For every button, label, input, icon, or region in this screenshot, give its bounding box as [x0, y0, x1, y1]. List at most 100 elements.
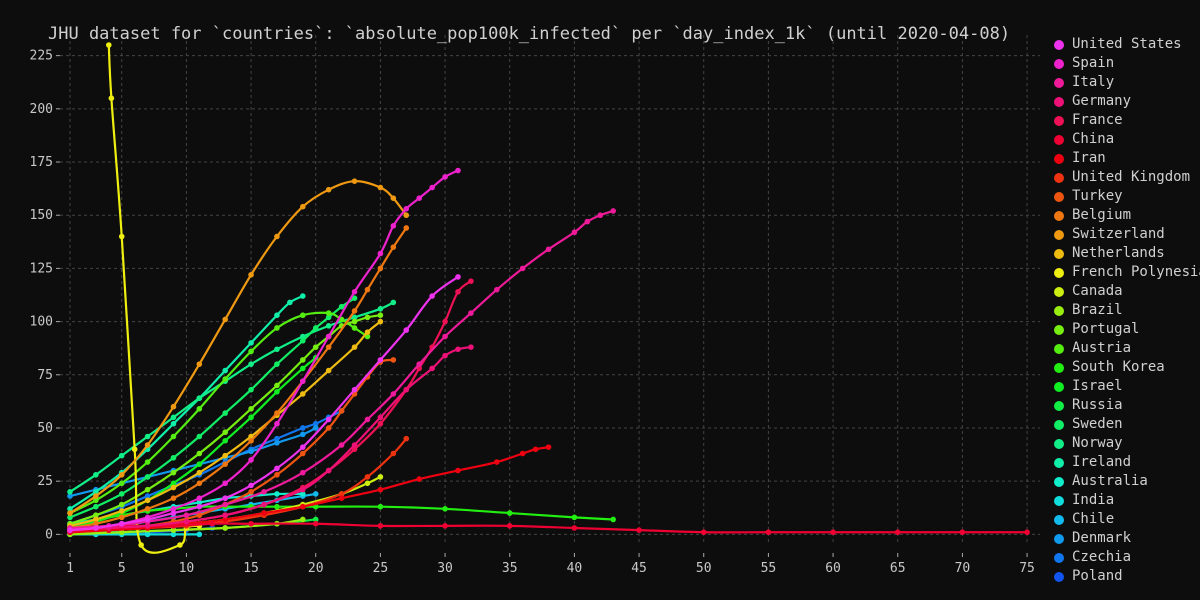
- legend-item-switzerland: Switzerland: [1054, 225, 1200, 244]
- x-tick-label: 40: [567, 561, 583, 576]
- data-point-brazil: [170, 527, 177, 533]
- data-point-austria: [325, 310, 332, 316]
- legend-label: Portugal: [1072, 321, 1140, 337]
- data-point-sweden: [338, 303, 345, 310]
- legend-item-france: France: [1054, 111, 1200, 130]
- data-point-russia: [312, 516, 319, 523]
- data-point-netherlands: [93, 516, 99, 523]
- data-point-australia: [274, 491, 280, 497]
- data-point-united-kingdom: [364, 474, 371, 480]
- data-point-germany: [325, 467, 332, 474]
- data-point-ireland: [274, 312, 280, 319]
- data-point-italy: [571, 229, 578, 236]
- data-point-israel: [300, 365, 306, 372]
- legend-item-south-korea: South Korea: [1054, 358, 1200, 377]
- data-point-south-korea: [571, 514, 578, 521]
- legend-item-sweden: Sweden: [1054, 415, 1200, 434]
- legend-marker-russia: [1054, 400, 1064, 411]
- data-point-china: [765, 529, 772, 536]
- data-point-china: [209, 520, 216, 527]
- data-point-spain: [222, 480, 228, 487]
- x-tick-label: 15: [243, 561, 259, 576]
- series-united-states: [67, 274, 461, 533]
- data-point-turkey: [300, 450, 306, 457]
- legend-label: Australia: [1072, 473, 1148, 489]
- data-point-portugal: [248, 406, 254, 412]
- data-point-china: [830, 529, 836, 536]
- data-point-china: [248, 520, 254, 527]
- data-point-australia: [300, 491, 306, 497]
- x-tick-label: 30: [437, 561, 453, 576]
- data-point-netherlands: [377, 318, 384, 325]
- data-point-south-korea: [274, 503, 280, 510]
- data-point-spain: [300, 378, 306, 384]
- legend-marker-brazil: [1054, 305, 1064, 316]
- data-point-italy: [261, 489, 267, 495]
- data-point-norway: [390, 299, 397, 306]
- legend-item-french-polynesia: French Polynesia: [1054, 263, 1200, 282]
- data-point-norway: [274, 346, 280, 353]
- data-point-united-states: [377, 357, 384, 363]
- legend-marker-denmark: [1054, 533, 1064, 544]
- data-point-spain: [429, 184, 435, 191]
- data-point-portugal: [222, 429, 228, 436]
- data-point-turkey: [274, 471, 280, 478]
- data-point-spain: [390, 223, 397, 229]
- data-point-french-polynesia: [118, 233, 125, 240]
- data-point-iran: [300, 503, 306, 510]
- legend-item-netherlands: Netherlands: [1054, 244, 1200, 263]
- legend-item-chile: Chile: [1054, 510, 1200, 529]
- data-point-czechia: [312, 420, 319, 427]
- data-point-china: [571, 525, 578, 531]
- legend-label: Belgium: [1072, 207, 1132, 223]
- data-point-austria: [222, 376, 228, 382]
- data-point-turkey: [390, 357, 397, 363]
- legend-marker-italy: [1054, 77, 1064, 88]
- legend-item-australia: Australia: [1054, 472, 1200, 491]
- data-point-china: [377, 523, 384, 529]
- legend-label: United States: [1072, 36, 1182, 52]
- data-point-austria: [300, 312, 306, 319]
- data-point-turkey: [338, 408, 345, 414]
- data-point-norway: [144, 433, 151, 440]
- legend-label: Turkey: [1072, 188, 1123, 204]
- data-point-ireland: [287, 299, 293, 306]
- data-point-italy: [519, 265, 526, 272]
- data-point-italy: [494, 286, 500, 293]
- data-point-united-states: [67, 527, 73, 533]
- legend-label: Spain: [1072, 55, 1115, 71]
- data-point-switzerland: [390, 195, 397, 201]
- legend-marker-sweden: [1054, 419, 1064, 430]
- legend-label: France: [1072, 112, 1123, 128]
- y-tick-label: 200: [30, 102, 53, 117]
- data-point-iran: [416, 476, 423, 482]
- data-point-portugal: [170, 469, 177, 476]
- data-point-china: [1024, 529, 1030, 536]
- data-point-spain: [403, 206, 410, 212]
- legend-label: South Korea: [1072, 359, 1165, 375]
- series-line-portugal: [69, 314, 381, 525]
- x-tick-label: 75: [1019, 561, 1035, 576]
- data-point-italy: [222, 501, 228, 508]
- data-point-united-states: [144, 516, 151, 523]
- data-point-portugal: [300, 357, 306, 363]
- data-point-sweden: [170, 454, 177, 461]
- legend-item-poland: Poland: [1054, 567, 1200, 586]
- data-point-italy: [597, 212, 604, 219]
- data-point-norway: [170, 414, 177, 421]
- data-point-united-states: [351, 386, 358, 393]
- y-tick-label: 25: [37, 474, 53, 489]
- data-point-belgium: [93, 520, 99, 527]
- data-point-netherlands: [118, 508, 125, 514]
- data-point-belgium: [403, 225, 410, 231]
- data-point-italy: [390, 391, 397, 397]
- data-point-germany: [455, 346, 461, 353]
- data-point-ireland: [222, 367, 228, 374]
- data-point-united-states: [274, 465, 280, 472]
- data-point-india: [144, 531, 151, 538]
- legend-marker-china: [1054, 134, 1064, 145]
- legend-marker-belgium: [1054, 210, 1064, 221]
- data-point-switzerland: [351, 178, 358, 184]
- y-tick-label: 225: [30, 49, 53, 64]
- legend-marker-chile: [1054, 514, 1064, 525]
